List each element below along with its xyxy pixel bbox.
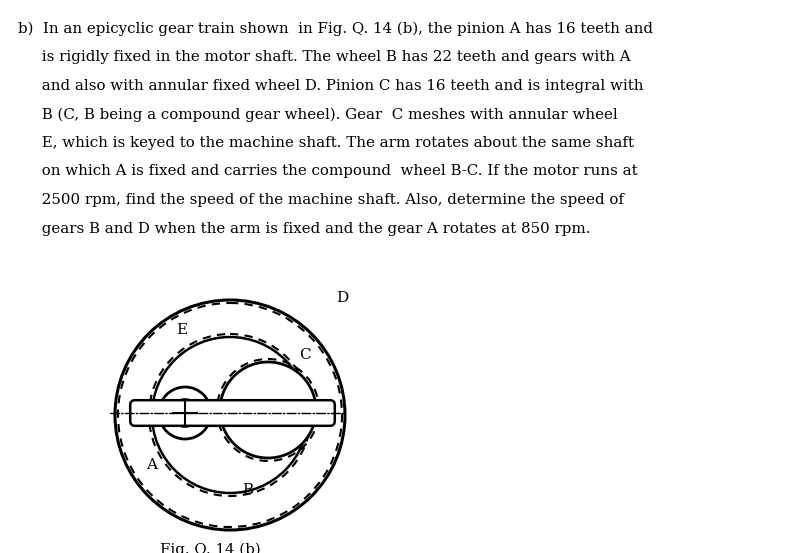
Text: B: B — [242, 483, 254, 497]
Text: E, which is keyed to the machine shaft. The arm rotates about the same shaft: E, which is keyed to the machine shaft. … — [18, 136, 634, 150]
Text: is rigidly fixed in the motor shaft. The wheel B has 22 teeth and gears with A: is rigidly fixed in the motor shaft. The… — [18, 50, 630, 65]
Circle shape — [220, 362, 316, 458]
Text: 2500 rpm, find the speed of the machine shaft. Also, determine the speed of: 2500 rpm, find the speed of the machine … — [18, 193, 624, 207]
Text: b)  In an epicyclic gear train shown  in Fig. Q. 14 (b), the pinion A has 16 tee: b) In an epicyclic gear train shown in F… — [18, 22, 653, 36]
Text: and also with annular fixed wheel D. Pinion C has 16 teeth and is integral with: and also with annular fixed wheel D. Pin… — [18, 79, 643, 93]
Text: A: A — [146, 458, 158, 472]
Text: on which A is fixed and carries the compound  wheel B-C. If the motor runs at: on which A is fixed and carries the comp… — [18, 164, 638, 179]
Circle shape — [159, 387, 211, 439]
FancyBboxPatch shape — [130, 400, 334, 426]
Text: Fig. Q. 14 (b): Fig. Q. 14 (b) — [160, 543, 260, 553]
Text: C: C — [299, 348, 311, 362]
Text: D: D — [336, 291, 348, 305]
Circle shape — [171, 399, 199, 427]
Text: gears B and D when the arm is fixed and the gear A rotates at 850 rpm.: gears B and D when the arm is fixed and … — [18, 222, 590, 236]
Text: E: E — [177, 323, 187, 337]
Text: B (C, B being a compound gear wheel). Gear  C meshes with annular wheel: B (C, B being a compound gear wheel). Ge… — [18, 107, 618, 122]
